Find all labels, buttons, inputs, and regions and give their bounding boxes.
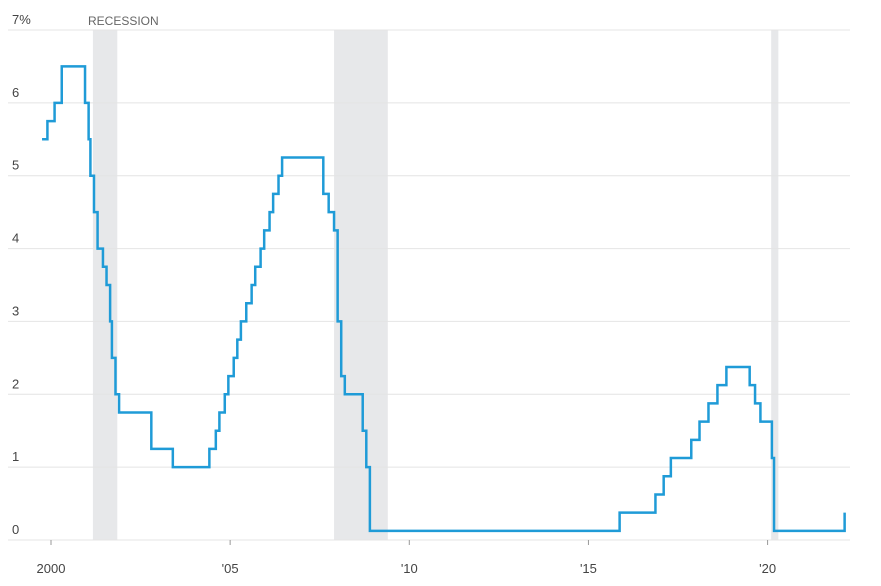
- x-tick-label: '10: [401, 561, 418, 576]
- y-tick-label: 1: [12, 449, 19, 464]
- y-tick-label: 7%: [12, 12, 31, 27]
- y-tick-label: 6: [12, 85, 19, 100]
- recession-label: RECESSION: [88, 14, 159, 28]
- x-tick-label: '05: [222, 561, 239, 576]
- y-tick-label: 2: [12, 376, 19, 391]
- rate-line: [42, 65, 846, 533]
- recession-band: [334, 30, 388, 540]
- recession-bands: [92, 30, 779, 540]
- y-tick-label: 4: [12, 231, 19, 246]
- x-tick-label: 2000: [37, 561, 66, 576]
- recession-band: [771, 30, 779, 540]
- y-tick-label: 3: [12, 303, 19, 318]
- y-tick-label: 5: [12, 158, 19, 173]
- x-tick-label: '15: [580, 561, 597, 576]
- recession-band: [92, 30, 118, 540]
- x-tick-label: '20: [759, 561, 776, 576]
- y-tick-label: 0: [12, 522, 19, 537]
